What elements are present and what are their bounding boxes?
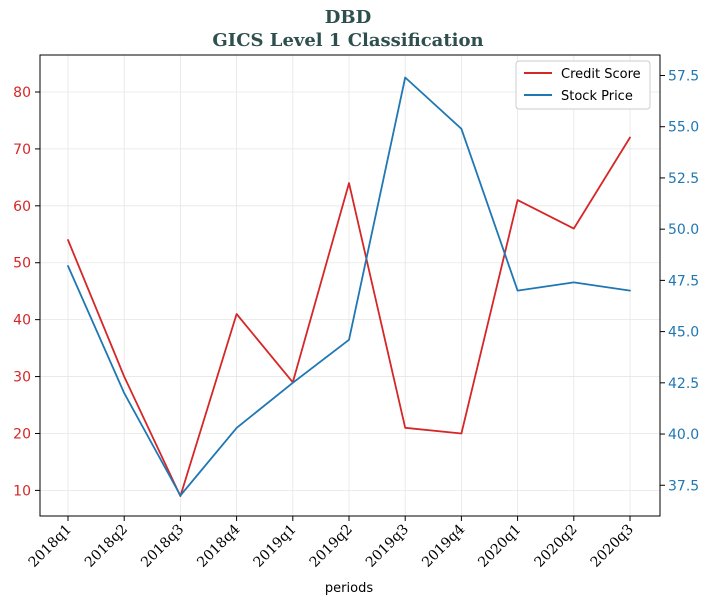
x-tick-label: 2018q2 [82,522,131,571]
x-axis-label: periods [325,581,373,596]
legend-label-stock-price: Stock Price [561,89,633,104]
series-layer [67,76,631,498]
x-tick-label: 2020q1 [475,522,524,571]
left-y-tick-label: 50 [13,256,31,272]
right-y-tick-label: 42.5 [668,376,699,392]
left-y-tick-label: 10 [13,483,31,499]
right-y-tick-label: 47.5 [668,273,699,289]
right-y-tick-label: 52.5 [668,171,699,187]
chart-title: DBD [325,7,371,28]
x-axis: 2018q1 2018q2 2018q3 2018q4 2019q1 2019q2 2019… [26,516,637,571]
right-y-tick-label: 55.0 [668,120,699,136]
x-tick-label: 2018q1 [26,522,75,571]
right-y-tick-label: 40.0 [668,427,699,443]
x-tick-label: 2020q2 [531,522,580,571]
left-y-tick-label: 70 [13,142,31,158]
legend-label-credit-score: Credit Score [561,67,641,82]
x-tick-label: 2018q3 [138,522,187,571]
left-y-tick-label: 60 [13,199,31,215]
series-line-credit-score [67,136,631,498]
series-line-stock-price [67,76,631,497]
left-y-tick-label: 20 [13,426,31,442]
chart-subtitle: GICS Level 1 Classification [212,30,483,51]
left-y-axis: 10 20 30 40 50 60 70 80 [13,85,40,499]
plot-frame [39,54,661,517]
right-y-tick-label: 37.5 [668,478,699,494]
x-tick-label: 2019q3 [363,522,412,571]
x-tick-label: 2019q2 [307,522,356,571]
x-tick-label: 2019q4 [419,521,468,570]
right-y-tick-label: 45.0 [668,325,699,341]
x-tick-label: 2019q1 [250,522,299,571]
right-y-tick-label: 50.0 [668,222,699,238]
grid [40,55,660,516]
right-y-tick-label: 57.5 [668,68,699,84]
left-y-tick-label: 30 [13,370,31,386]
right-y-axis: 37.5 40.0 42.5 45.0 47.5 50.0 52.5 55.0 57.5 [660,68,699,494]
x-tick-label: 2018q4 [194,521,243,570]
left-y-tick-label: 40 [13,313,31,329]
left-y-tick-label: 80 [13,85,31,101]
x-tick-label: 2020q3 [588,522,637,571]
legend: Credit Score Stock Price [515,60,651,110]
